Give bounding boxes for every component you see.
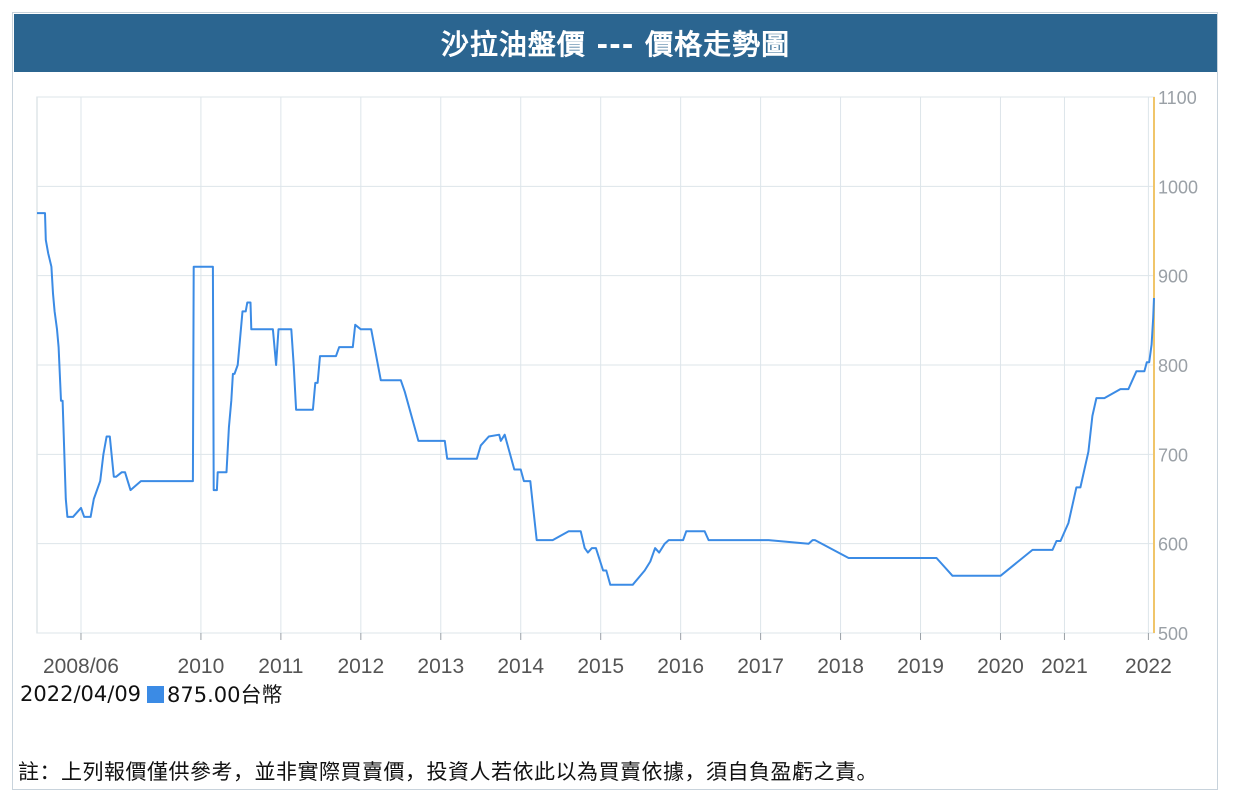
x-tick-label: 2016	[657, 655, 704, 678]
price-series-line	[37, 212, 1155, 586]
y-tick-label: 800	[1158, 356, 1188, 376]
x-tick-label: 2014	[497, 655, 544, 678]
x-tick-label: 2011	[258, 655, 303, 678]
y-tick-label: 900	[1158, 267, 1188, 287]
y-tick-label: 600	[1158, 535, 1188, 555]
quote-date: 2022/04/09	[20, 682, 142, 706]
chart-title: 沙拉油盤價 --- 價格走勢圖	[14, 14, 1217, 72]
x-tick-label: 2022	[1125, 655, 1172, 678]
y-tick-label: 700	[1158, 445, 1188, 465]
x-tick-label: 2008/06	[43, 655, 119, 678]
x-tick-label: 2012	[337, 655, 384, 678]
y-tick-label: 1100	[1158, 88, 1197, 108]
x-tick-label: 2017	[737, 655, 784, 678]
x-tick-label: 2015	[577, 655, 624, 678]
disclaimer-note: 註：上列報價僅供參考，並非實際買賣價，投資人若依此以為買賣依據，須自負盈虧之責。	[18, 760, 878, 784]
x-tick-label: 2020	[977, 655, 1024, 678]
series-swatch	[147, 685, 165, 703]
x-tick-label: 2021	[1041, 655, 1088, 678]
x-tick-label: 2018	[817, 655, 864, 678]
latest-quote: 2022/04/09 875.00台幣	[20, 680, 283, 708]
quote-value: 875.00台幣	[167, 683, 283, 707]
x-tick-label: 2010	[178, 655, 225, 678]
y-tick-label: 500	[1158, 624, 1188, 644]
x-tick-label: 2019	[897, 655, 944, 678]
x-tick-label: 2013	[417, 655, 464, 678]
y-tick-label: 1000	[1158, 177, 1198, 197]
